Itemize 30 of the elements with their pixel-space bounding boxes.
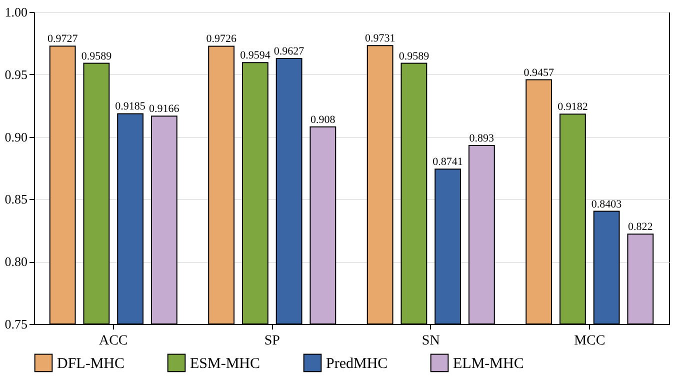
- data-label: 0.8741: [432, 156, 463, 168]
- x-tick-label: SN: [422, 334, 440, 348]
- data-label: 0.8403: [591, 198, 622, 210]
- data-label: 0.9185: [115, 100, 146, 113]
- y-tick-label: 0.85: [4, 192, 28, 207]
- data-label: 0.9166: [149, 103, 180, 116]
- y-tick-label: 0.80: [4, 254, 28, 270]
- data-label: 0.9589: [398, 50, 430, 62]
- y-tick-label: 0.75: [4, 316, 28, 332]
- data-label: 0.9589: [81, 50, 112, 62]
- data-label: 0.9457: [524, 66, 554, 79]
- legend-label: ESM-MHC: [190, 356, 260, 372]
- y-tick-label: 0.95: [4, 66, 28, 82]
- data-label: 0.893: [469, 132, 495, 145]
- legend-label: ELM-MHC: [453, 356, 524, 372]
- data-label: 0.908: [310, 114, 336, 126]
- data-label: 0.9594: [240, 50, 271, 62]
- y-tick-label: 1.00: [4, 4, 28, 20]
- data-label: 0.822: [628, 221, 653, 234]
- legend-label: DFL-MHC: [57, 356, 125, 372]
- data-label: 0.9727: [47, 33, 78, 46]
- legend-label: PredMHC: [326, 356, 388, 372]
- y-tick-label: 0.90: [4, 129, 28, 144]
- data-label: 0.9627: [274, 46, 305, 58]
- x-tick-label: SP: [264, 334, 280, 348]
- data-label: 0.9182: [558, 101, 588, 114]
- x-tick-label: ACC: [98, 334, 128, 348]
- data-label: 0.9731: [364, 32, 396, 45]
- x-tick-label: MCC: [574, 334, 606, 348]
- data-label: 0.9726: [206, 33, 237, 46]
